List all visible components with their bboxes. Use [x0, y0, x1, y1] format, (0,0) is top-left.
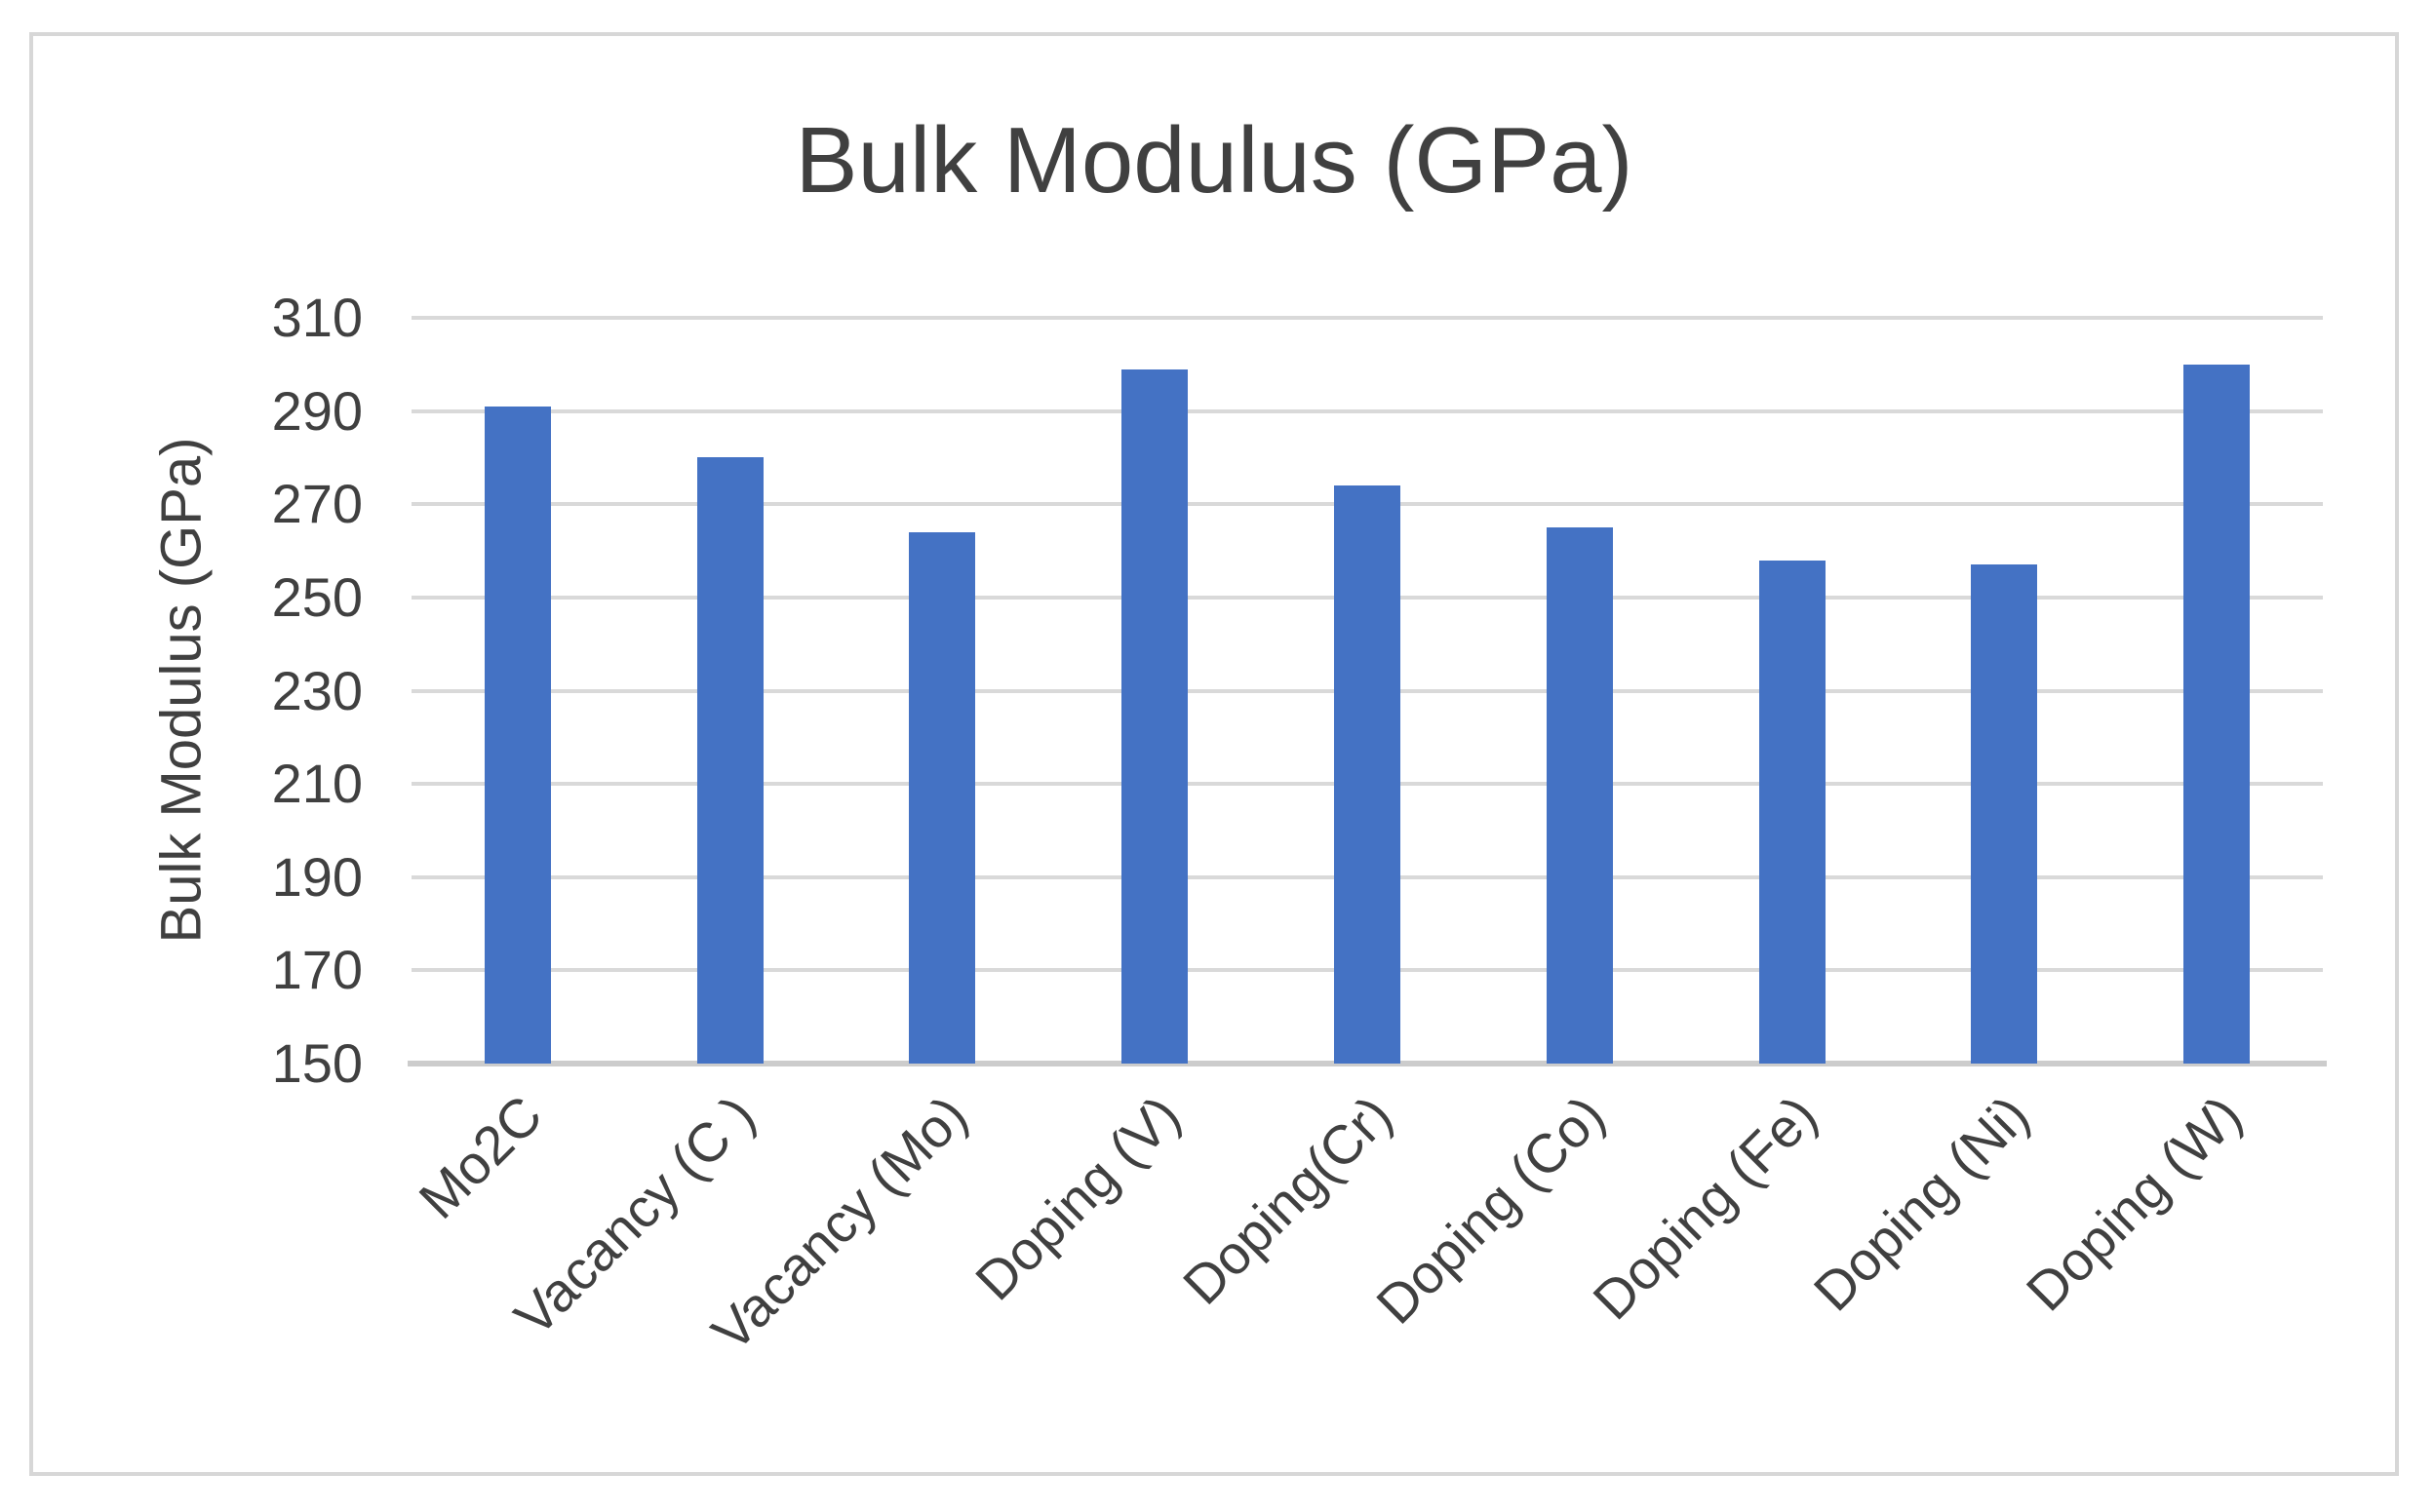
chart-title: Bulk Modulus (GPa): [795, 108, 1633, 213]
gridline-y-310: [412, 316, 2323, 320]
x-category-label: Mo2C: [407, 1083, 555, 1230]
x-axis-line: [408, 1061, 2327, 1066]
bar-Doping (W): [2183, 364, 2251, 1064]
bar-Doping (Co): [1546, 527, 1613, 1064]
y-tick-label-250: 250: [271, 565, 363, 628]
x-category-label: Doping (V): [962, 1083, 1192, 1312]
gridline-y-290: [412, 408, 2323, 413]
x-category-label: Doping (Fe): [1581, 1083, 1828, 1332]
bar-Vacancy (Mo): [909, 531, 976, 1064]
chart-frame: Bulk Modulus (GPa) Bulk Modulus (GPa) 15…: [29, 32, 2399, 1476]
x-category-label: Doping (W): [2014, 1083, 2254, 1323]
x-category-label: Doping (Ni): [1801, 1083, 2041, 1323]
bar-Doping (Fe): [1758, 560, 1826, 1064]
y-tick-label-310: 310: [271, 287, 363, 348]
x-category-label: Doping(Cr): [1171, 1083, 1404, 1316]
y-tick-label-210: 210: [271, 753, 363, 815]
bar-Doping(Cr): [1334, 485, 1400, 1064]
y-tick-label-230: 230: [271, 659, 363, 721]
bar-Doping (Ni): [1971, 564, 2038, 1064]
y-tick-label-190: 190: [271, 845, 363, 908]
x-category-label: Doping (Co): [1363, 1083, 1617, 1336]
y-tick-label-150: 150: [271, 1032, 363, 1094]
y-tick-label-170: 170: [271, 939, 363, 1001]
bar-Mo2C: [484, 406, 551, 1064]
bar-Vacancy (C ): [696, 457, 764, 1064]
y-tick-label-270: 270: [271, 473, 363, 535]
y-tick-label-290: 290: [271, 379, 363, 442]
bar-Doping (V): [1121, 368, 1189, 1064]
